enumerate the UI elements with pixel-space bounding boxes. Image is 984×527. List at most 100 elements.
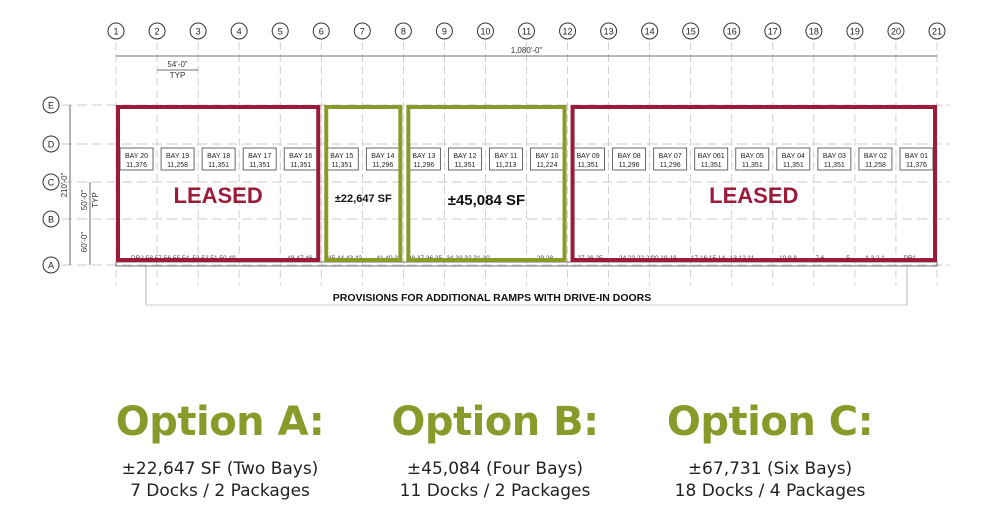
- column-label: 4: [237, 27, 242, 37]
- bay-sf: 11,351: [331, 162, 352, 169]
- bay-sf: 11,351: [290, 162, 311, 169]
- bay-name: BAY 11: [495, 153, 518, 160]
- column-bubble: [353, 22, 371, 40]
- column-bubble: [723, 22, 741, 40]
- overall-dimension: 1,080'-0": [511, 46, 543, 55]
- row-bubble: [42, 173, 60, 191]
- option-area: ±45,084 (Four Bays): [406, 459, 584, 479]
- bay-name: BAY 07: [659, 153, 682, 160]
- bay-name: BAY 17: [248, 153, 271, 160]
- row-label: E: [48, 101, 54, 111]
- row-label: D: [48, 140, 55, 150]
- column-bubble: [846, 22, 864, 40]
- bay-box: [489, 147, 523, 171]
- bay-box: [735, 147, 770, 171]
- option-b: Option B: ±45,084 (Four Bays) 11 Docks /…: [345, 398, 645, 502]
- bay-name: BAY 19: [166, 153, 189, 160]
- column-label: 9: [442, 27, 447, 37]
- bay-dimension-note: TYP: [170, 71, 186, 80]
- bay-sf: 11,351: [249, 162, 270, 169]
- row-dimension: 50'-0": [80, 190, 89, 211]
- column-label: 5: [278, 27, 283, 37]
- column-label: 20: [891, 27, 901, 37]
- column-bubble: [641, 22, 659, 40]
- column-bubble: [928, 22, 946, 40]
- column-bubble: [312, 22, 330, 40]
- bay-sf: 11,351: [742, 162, 763, 169]
- bay-sf: 11,213: [496, 162, 517, 169]
- area-outline-leased: [570, 105, 937, 262]
- ramps-note: PROVISIONS FOR ADDITIONAL RAMPS WITH DRI…: [333, 292, 652, 304]
- area-label-leased: LEASED: [709, 183, 798, 208]
- bay-sf: 11,258: [167, 162, 188, 169]
- bay-dimension: 54'-0": [167, 60, 188, 69]
- area-label-option: ±22,647 SF: [335, 193, 392, 205]
- column-label: 2: [155, 27, 160, 37]
- option-c: Option C: ±67,731 (Six Bays) 18 Docks / …: [620, 398, 920, 502]
- bay-box: [160, 147, 195, 171]
- column-label: 17: [768, 27, 778, 37]
- row-dimension-note: TYP: [91, 192, 100, 208]
- column-bubble: [271, 22, 289, 40]
- column-bubble: [435, 22, 453, 40]
- bay-sf: 11,351: [783, 162, 804, 169]
- bay-name: BAY 13: [412, 153, 435, 160]
- bay-box: [201, 147, 236, 171]
- bay-name: BAY 15: [330, 153, 353, 160]
- bay-sf: 11,296: [660, 162, 681, 169]
- bay-name: BAY 02: [864, 153, 887, 160]
- bay-name: BAY 10: [535, 153, 558, 160]
- column-label: 6: [319, 27, 324, 37]
- column-bubble: [189, 22, 207, 40]
- column-bubble: [559, 22, 577, 40]
- column-bubble: [764, 22, 782, 40]
- area-outline-leased: [116, 105, 321, 262]
- bay-name: BAY 04: [782, 153, 805, 160]
- dock-row-dimension: 60'-0": [80, 232, 89, 253]
- area-outline-option: [406, 105, 567, 262]
- bay-name: BAY 03: [823, 153, 846, 160]
- bay-sf: 11,351: [454, 162, 475, 169]
- column-bubble: [394, 22, 412, 40]
- option-a: Option A: ±22,647 SF (Two Bays) 7 Docks …: [70, 398, 370, 502]
- depth-dimension: 210'-0": [60, 172, 69, 197]
- row-label: C: [48, 178, 55, 188]
- row-label: A: [48, 261, 54, 271]
- bay-name: BAY 09: [577, 153, 600, 160]
- column-label: 3: [196, 27, 201, 37]
- column-label: 19: [850, 27, 860, 37]
- bay-sf: 11,351: [208, 162, 229, 169]
- column-label: 21: [932, 27, 942, 37]
- bay-box: [858, 147, 893, 171]
- bay-box: [612, 147, 647, 171]
- bay-name: BAY 18: [207, 153, 230, 160]
- bay-box: [817, 147, 852, 171]
- bay-sf: 11,351: [578, 162, 599, 169]
- bay-sf: 11,224: [537, 162, 558, 169]
- bay-sf: 11,351: [701, 162, 722, 169]
- column-label: 18: [809, 27, 819, 37]
- column-label: 1: [113, 27, 118, 37]
- bay-name: BAY 08: [618, 153, 641, 160]
- bay-box: [776, 147, 811, 171]
- column-label: 14: [645, 27, 655, 37]
- bay-name: BAY 01: [905, 153, 928, 160]
- option-docks: 11 Docks / 2 Packages: [399, 481, 591, 501]
- bay-name: BAY 20: [125, 153, 148, 160]
- option-docks: 7 Docks / 2 Packages: [130, 481, 310, 501]
- bay-box: [899, 147, 934, 171]
- row-bubble: [42, 135, 60, 153]
- column-label: 10: [480, 27, 490, 37]
- column-bubble: [805, 22, 823, 40]
- column-bubble: [518, 22, 535, 40]
- option-area: ±67,731 (Six Bays): [687, 459, 853, 479]
- floor-plan: 1 2 3 4 5 6 7 8 9 10 11 12 13 14 15 16 17 18 19 20 21EDCBA1,…: [42, 22, 950, 306]
- bay-sf: 11,351: [824, 162, 845, 169]
- column-label: 12: [563, 27, 573, 37]
- bay-name: BAY 14: [371, 153, 394, 160]
- row-label: B: [48, 215, 54, 225]
- bay-name: BAY 05: [741, 153, 764, 160]
- column-bubble: [148, 22, 166, 40]
- column-bubble: [682, 22, 700, 40]
- bay-sf: 11,296: [413, 162, 434, 169]
